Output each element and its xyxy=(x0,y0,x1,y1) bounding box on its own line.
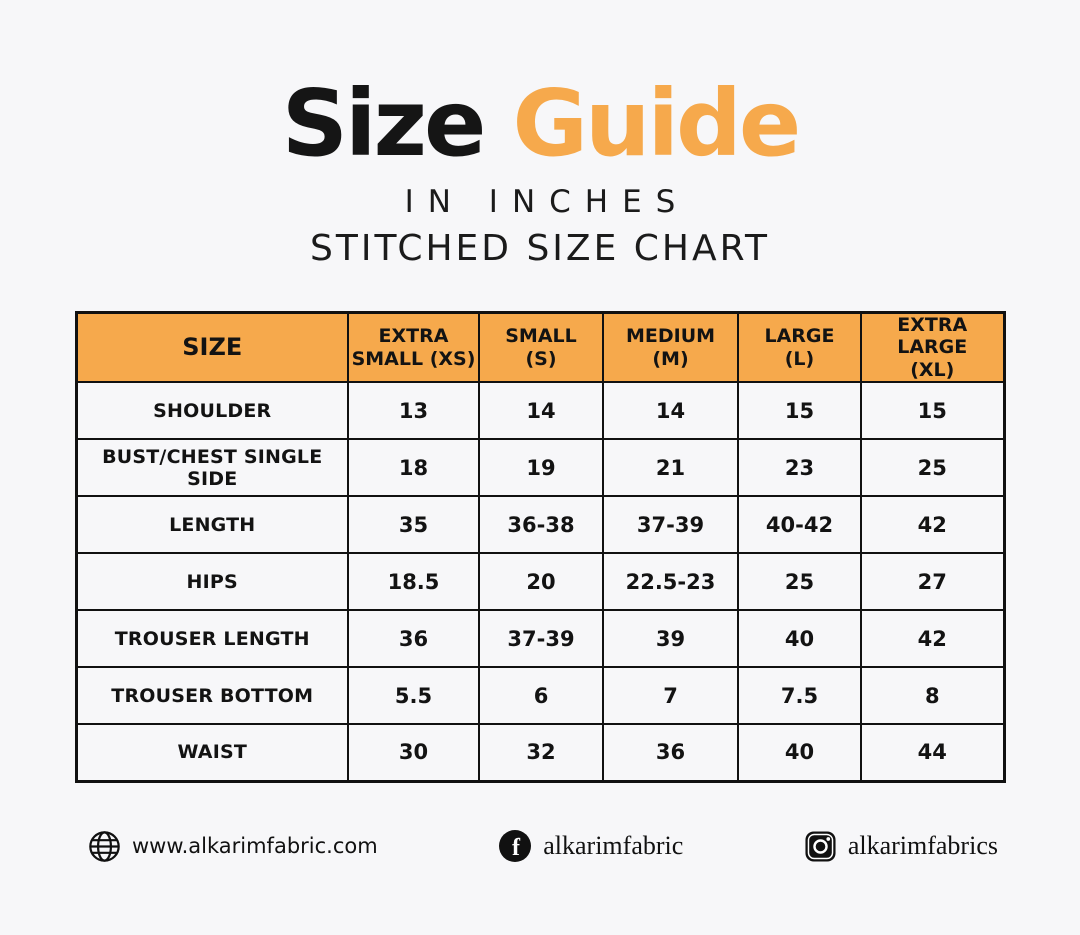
table-row-trouser-bottom: TROUSER BOTTOM 5.5 6 7 7.5 8 xyxy=(75,666,1005,726)
cell-value: 7.5 xyxy=(737,666,862,726)
size-chart-table: SIZE EXTRA SMALL (XS) SMALL (S) MEDIUM (M) … xyxy=(74,311,1006,783)
table-row-shoulder: SHOULDER 13 14 14 15 15 xyxy=(75,381,1005,441)
cell-value: 8 xyxy=(860,666,1005,726)
title-word-guide: Guide xyxy=(512,70,801,177)
cell-value: 37-39 xyxy=(478,609,604,669)
heading-block: Size Guide IN INCHES STITCHED SIZE CHART xyxy=(0,0,1080,270)
cell-value: 20 xyxy=(478,552,604,612)
cell-value: 18.5 xyxy=(347,552,480,612)
footer-facebook: f alkarimfabric xyxy=(498,829,683,863)
facebook-icon: f xyxy=(498,829,532,863)
cell-value: 35 xyxy=(347,495,480,555)
cell-value: 40-42 xyxy=(737,495,862,555)
header-cell-s: SMALL (S) xyxy=(478,311,604,384)
header-row: SIZE EXTRA SMALL (XS) SMALL (S) MEDIUM (M) … xyxy=(75,311,1005,384)
cell-value: 14 xyxy=(602,381,739,441)
cell-value: 23 xyxy=(737,438,862,498)
instagram-handle: alkarimfabrics xyxy=(847,831,998,860)
header-cell-l: LARGE (L) xyxy=(737,311,862,384)
row-label: TROUSER LENGTH xyxy=(75,609,349,669)
cell-value: 6 xyxy=(478,666,604,726)
page-title: Size Guide xyxy=(0,78,1080,170)
cell-value: 36-38 xyxy=(478,495,604,555)
cell-value: 22.5-23 xyxy=(602,552,739,612)
title-word-size: Size xyxy=(281,70,487,177)
row-label: HIPS xyxy=(75,552,349,612)
subtitle-chart-name: STITCHED SIZE CHART xyxy=(310,228,770,269)
footer: www.alkarimfabric.com f alkarimfabric xyxy=(0,829,1080,863)
cell-value: 7 xyxy=(602,666,739,726)
cell-value: 30 xyxy=(347,723,480,783)
cell-value: 36 xyxy=(602,723,739,783)
website-url: www.alkarimfabric.com xyxy=(132,834,378,858)
row-label: LENGTH xyxy=(75,495,349,555)
globe-icon xyxy=(88,830,121,863)
cell-value: 19 xyxy=(478,438,604,498)
table-row-bust: BUST/CHEST SINGLE SIDE 18 19 21 23 25 xyxy=(75,438,1005,498)
cell-value: 27 xyxy=(860,552,1005,612)
table-row-hips: HIPS 18.5 20 22.5-23 25 27 xyxy=(75,552,1005,612)
table-body: SHOULDER 13 14 14 15 15 BUST/CHEST SINGL… xyxy=(75,381,1005,783)
row-label: BUST/CHEST SINGLE SIDE xyxy=(75,438,349,498)
cell-value: 25 xyxy=(860,438,1005,498)
header-cell-xl: EXTRA LARGE (XL) xyxy=(860,311,1005,384)
cell-value: 40 xyxy=(737,609,862,669)
cell-value: 13 xyxy=(347,381,480,441)
cell-value: 18 xyxy=(347,438,480,498)
cell-value: 25 xyxy=(737,552,862,612)
header-cell-size: SIZE xyxy=(75,311,349,384)
svg-text:f: f xyxy=(512,835,521,861)
header-cell-xs: EXTRA SMALL (XS) xyxy=(347,311,480,384)
facebook-handle: alkarimfabric xyxy=(543,831,684,860)
table-row-waist: WAIST 30 32 36 40 44 xyxy=(75,723,1005,783)
header-cell-m: MEDIUM (M) xyxy=(602,311,739,384)
table-row-length: LENGTH 35 36-38 37-39 40-42 42 xyxy=(75,495,1005,555)
table-row-trouser-length: TROUSER LENGTH 36 37-39 39 40 42 xyxy=(75,609,1005,669)
footer-instagram: alkarimfabrics xyxy=(804,830,998,863)
cell-value: 40 xyxy=(737,723,862,783)
cell-value: 36 xyxy=(347,609,480,669)
footer-website: www.alkarimfabric.com xyxy=(88,830,378,863)
cell-value: 42 xyxy=(860,609,1005,669)
table-header: SIZE EXTRA SMALL (XS) SMALL (S) MEDIUM (M) … xyxy=(75,311,1005,384)
cell-value: 21 xyxy=(602,438,739,498)
cell-value: 5.5 xyxy=(347,666,480,726)
row-label: WAIST xyxy=(75,723,349,783)
row-label: TROUSER BOTTOM xyxy=(75,666,349,726)
cell-value: 44 xyxy=(860,723,1005,783)
cell-value: 32 xyxy=(478,723,604,783)
cell-value: 37-39 xyxy=(602,495,739,555)
subtitle-units: IN INCHES xyxy=(404,184,690,220)
instagram-icon xyxy=(804,830,837,863)
row-label: SHOULDER xyxy=(75,381,349,441)
cell-value: 42 xyxy=(860,495,1005,555)
cell-value: 15 xyxy=(860,381,1005,441)
cell-value: 14 xyxy=(478,381,604,441)
cell-value: 15 xyxy=(737,381,862,441)
cell-value: 39 xyxy=(602,609,739,669)
